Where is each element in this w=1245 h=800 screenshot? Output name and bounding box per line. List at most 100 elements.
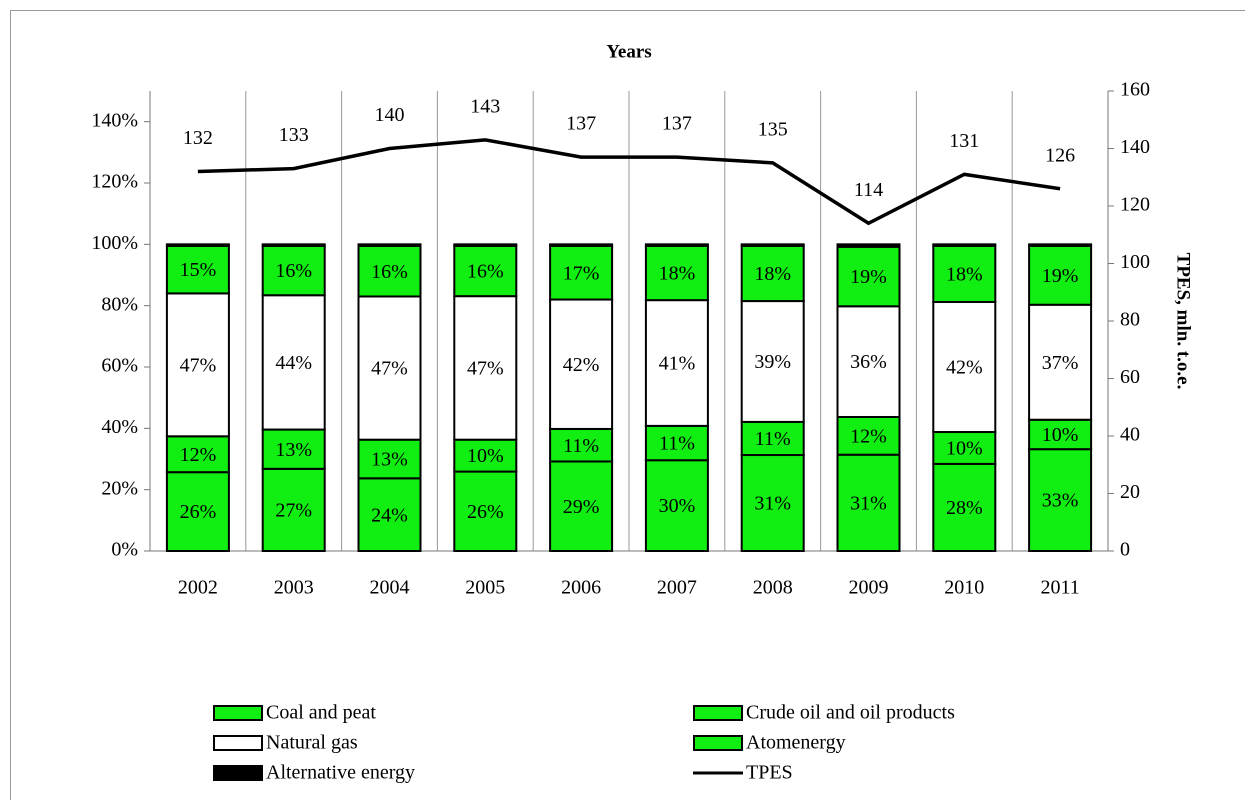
bar-segment xyxy=(1028,303,1093,421)
data-label: 17% xyxy=(563,262,600,284)
legend-label: Atomenergy xyxy=(746,732,846,754)
y-tick-label: 100% xyxy=(91,232,138,254)
y2-tick-label: 120 xyxy=(1120,194,1150,216)
data-label: 18% xyxy=(659,263,696,285)
data-label: 27% xyxy=(275,500,312,522)
data-label: 11% xyxy=(563,435,599,457)
bar-segment xyxy=(357,243,422,247)
y2-tick-label: 40 xyxy=(1120,424,1140,446)
data-label: 16% xyxy=(467,261,504,283)
bar-segment xyxy=(165,435,230,474)
bar-segment xyxy=(932,300,997,434)
y-tick-label: 20% xyxy=(101,477,138,499)
data-label: 15% xyxy=(180,259,217,281)
bar-segment xyxy=(549,298,614,430)
data-label: 30% xyxy=(659,495,696,517)
bar-segment xyxy=(261,428,326,470)
data-label: 18% xyxy=(754,263,791,285)
chart-border xyxy=(10,10,1245,800)
legend-label: Natural gas xyxy=(266,732,358,754)
legend-label: Alternative energy xyxy=(266,762,415,784)
bar-segment xyxy=(644,244,709,302)
bar-segment xyxy=(165,243,230,247)
y-tick-label: 80% xyxy=(101,293,138,315)
legend-swatch xyxy=(213,705,263,721)
data-label: 11% xyxy=(659,433,695,455)
data-label: 33% xyxy=(1042,490,1079,512)
data-label: 10% xyxy=(467,445,504,467)
data-label: 10% xyxy=(1042,424,1079,446)
data-label: 47% xyxy=(467,358,504,380)
x-tick-label: 2004 xyxy=(370,577,410,599)
bar-segment xyxy=(165,292,230,438)
data-label: 31% xyxy=(850,492,887,514)
data-label: 16% xyxy=(275,260,312,282)
y2-tick-label: 20 xyxy=(1120,481,1140,503)
y2-tick-label: 60 xyxy=(1120,366,1140,388)
y-tick-label: 40% xyxy=(101,416,138,438)
legend-label: Coal and peat xyxy=(266,702,376,724)
data-label: 11% xyxy=(755,428,791,450)
bar-segment xyxy=(644,459,709,552)
line-label: 140 xyxy=(375,104,405,126)
data-label: 39% xyxy=(754,351,791,373)
line-label: 135 xyxy=(758,118,788,140)
bar-segment xyxy=(549,244,614,301)
y2-tick-label: 140 xyxy=(1120,136,1150,158)
bar-segment xyxy=(357,477,422,553)
data-label: 10% xyxy=(946,438,983,460)
bar-segment xyxy=(836,243,901,248)
data-label: 19% xyxy=(1042,265,1079,287)
bar-segment xyxy=(453,470,518,552)
line xyxy=(197,138,1061,226)
bar-segment xyxy=(549,460,614,553)
bar-segment xyxy=(932,244,997,303)
x-tick-label: 2007 xyxy=(657,577,697,599)
x-tick-label: 2006 xyxy=(561,577,601,599)
data-label: 26% xyxy=(467,501,504,523)
data-label: 16% xyxy=(371,261,408,283)
line-label: 132 xyxy=(183,127,213,149)
bar-segment xyxy=(932,243,997,247)
data-label: 19% xyxy=(850,266,887,288)
bar-segment xyxy=(740,454,805,552)
line-label: 137 xyxy=(566,113,596,135)
bar-segment xyxy=(357,295,422,441)
data-label: 12% xyxy=(180,444,217,466)
y2-tick-label: 0 xyxy=(1120,539,1130,561)
data-label: 24% xyxy=(371,504,408,526)
x-tick-label: 2002 xyxy=(178,577,218,599)
y2-tick-label: 100 xyxy=(1120,251,1150,273)
bar-segment xyxy=(549,243,614,247)
data-label: 44% xyxy=(275,352,312,374)
bar-segment xyxy=(1028,243,1093,247)
y-tick-label: 140% xyxy=(91,109,138,131)
y-tick-label: 120% xyxy=(91,171,138,193)
data-label: 47% xyxy=(180,354,217,376)
legend-label: Crude oil and oil products xyxy=(746,702,955,724)
bar-segment xyxy=(261,294,326,431)
x-tick-label: 2005 xyxy=(465,577,505,599)
bar-segment xyxy=(740,244,805,303)
y2-tick-label: 80 xyxy=(1120,309,1140,331)
bar-segment xyxy=(165,471,230,553)
legend-label: TPES xyxy=(746,762,793,784)
x-tick-label: 2008 xyxy=(753,577,793,599)
bar-segment xyxy=(261,244,326,297)
data-label: 41% xyxy=(659,353,696,375)
x-tick-label: 2009 xyxy=(849,577,889,599)
x-tick-label: 2003 xyxy=(274,577,314,599)
data-label: 12% xyxy=(850,425,887,447)
line-label: 114 xyxy=(854,179,883,201)
line-label: 137 xyxy=(662,113,692,135)
bar-segment xyxy=(644,299,709,427)
y-tick-label: 0% xyxy=(111,539,138,561)
data-label: 42% xyxy=(563,354,600,376)
bar-segment xyxy=(740,300,805,423)
legend-swatch xyxy=(693,705,743,721)
line-label: 126 xyxy=(1045,144,1075,166)
bar-segment xyxy=(836,453,901,552)
bar-segment xyxy=(644,243,709,247)
data-label: 29% xyxy=(563,496,600,518)
bar-segment xyxy=(261,243,326,247)
